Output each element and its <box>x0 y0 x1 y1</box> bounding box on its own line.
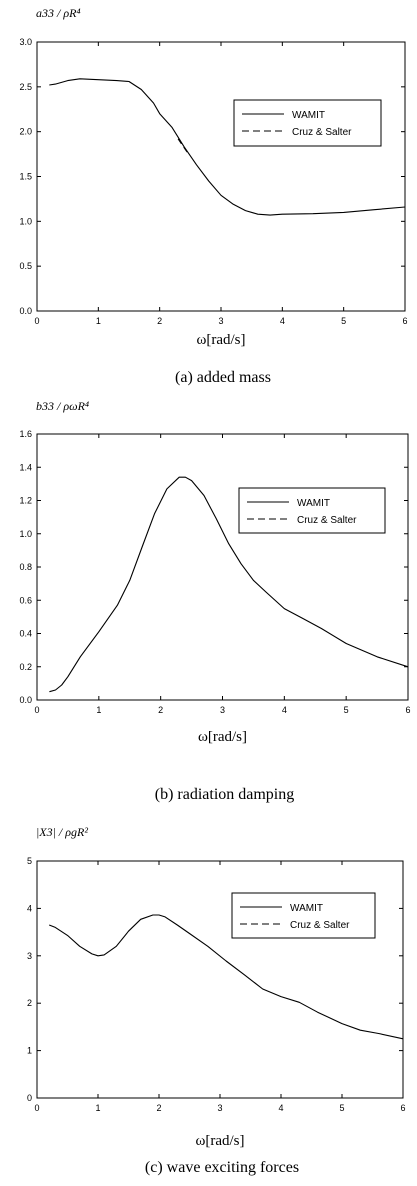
y-tick-label: 0.0 <box>19 695 32 705</box>
legend: WAMIT Cruz & Salter <box>238 487 386 534</box>
x-tick-label: 0 <box>34 1103 39 1113</box>
y-tick-label: 1.4 <box>19 462 32 472</box>
series-line-cruz-salter <box>177 138 188 153</box>
x-axis-label: ω[rad/s] <box>198 729 247 745</box>
y-tick-label: 1.6 <box>19 429 32 439</box>
y-tick-label: 1.5 <box>19 172 32 182</box>
legend-box <box>238 487 386 534</box>
x-tick-label: 4 <box>278 1103 283 1113</box>
y-axis-label: a33 / ρR⁴ <box>36 6 81 20</box>
x-tick-label: 1 <box>96 316 101 326</box>
y-tick-label: 0.0 <box>19 306 32 316</box>
y-tick-label: 0.8 <box>19 562 32 572</box>
y-tick-label: 0.4 <box>19 629 32 639</box>
figure-caption: (c) wave exciting forces <box>145 1159 299 1176</box>
legend: WAMIT Cruz & Salter <box>231 892 376 939</box>
x-axis-label: ω[rad/s] <box>196 332 245 348</box>
series-line-wamit <box>49 476 409 693</box>
legend-entry: Cruz & Salter <box>290 920 350 931</box>
y-tick-label: 3 <box>27 951 32 961</box>
plot-frame <box>36 433 409 701</box>
x-tick-label: 6 <box>400 1103 405 1113</box>
x-axis-label: ω[rad/s] <box>195 1133 244 1149</box>
x-tick-label: 5 <box>341 316 346 326</box>
x-tick-label: 0 <box>34 705 39 715</box>
series-line-wamit <box>48 914 404 1040</box>
x-tick-label: 3 <box>217 1103 222 1113</box>
y-axis-label: b33 / ρωR⁴ <box>36 399 89 413</box>
x-tick-label: 6 <box>402 316 407 326</box>
figure-caption: (a) added mass <box>175 369 271 386</box>
chart-3: |X3| / ρgR² 0 1 2 3 4 5 0 1 2 3 4 5 6 ω[rad/s] (c) wave… <box>27 825 406 1176</box>
y-tick-label: 2.0 <box>19 127 32 137</box>
x-tick-label: 4 <box>282 705 287 715</box>
x-tick-label: 1 <box>95 1103 100 1113</box>
x-tick-label: 2 <box>156 1103 161 1113</box>
y-tick-label: 4 <box>27 903 32 913</box>
y-tick-label: 1.0 <box>19 216 32 226</box>
legend-box <box>233 99 382 147</box>
y-tick-label: 2.5 <box>19 82 32 92</box>
y-tick-label: 0.2 <box>19 662 32 672</box>
legend-entry: WAMIT <box>292 110 325 121</box>
x-tick-label: 4 <box>280 316 285 326</box>
x-tick-label: 5 <box>344 705 349 715</box>
y-tick-label: 1.2 <box>19 496 32 506</box>
x-tick-label: 0 <box>34 316 39 326</box>
x-tick-label: 3 <box>220 705 225 715</box>
legend-entry: Cruz & Salter <box>292 127 352 138</box>
y-tick-label: 0.6 <box>19 595 32 605</box>
y-tick-label: 3.0 <box>19 37 32 47</box>
y-axis-label: |X3| / ρgR² <box>36 825 88 839</box>
y-tick-label: 0 <box>27 1093 32 1103</box>
x-tick-label: 6 <box>405 705 410 715</box>
y-tick-label: 1 <box>27 1046 32 1056</box>
y-tick-label: 5 <box>27 856 32 866</box>
x-tick-label: 3 <box>218 316 223 326</box>
chart-2: b33 / ρωR⁴ 0.0 0.2 0.4 0.6 0.8 1.0 1.2 1.4 1.6 0 1 2… <box>19 399 410 803</box>
y-tick-label: 0.5 <box>19 261 32 271</box>
x-tick-label: 5 <box>339 1103 344 1113</box>
legend: WAMIT Cruz & Salter <box>233 99 382 147</box>
y-tick-label: 1.0 <box>19 529 32 539</box>
legend-box <box>231 892 376 939</box>
plot-frame <box>36 41 406 312</box>
legend-entry: Cruz & Salter <box>297 515 357 526</box>
legend-entry: WAMIT <box>290 903 323 914</box>
x-tick-label: 2 <box>158 705 163 715</box>
series-line-wamit <box>49 78 406 216</box>
x-tick-label: 1 <box>96 705 101 715</box>
chart-1: a33 / ρR⁴ 0.0 0.5 1.0 1.5 2.0 2.5 3.0 0 1 2 3 4 5 6 ω[r… <box>19 6 407 386</box>
x-tick-label: 2 <box>157 316 162 326</box>
y-tick-label: 2 <box>27 998 32 1008</box>
figure-caption: (b) radiation damping <box>155 786 295 803</box>
legend-entry: WAMIT <box>297 498 330 509</box>
